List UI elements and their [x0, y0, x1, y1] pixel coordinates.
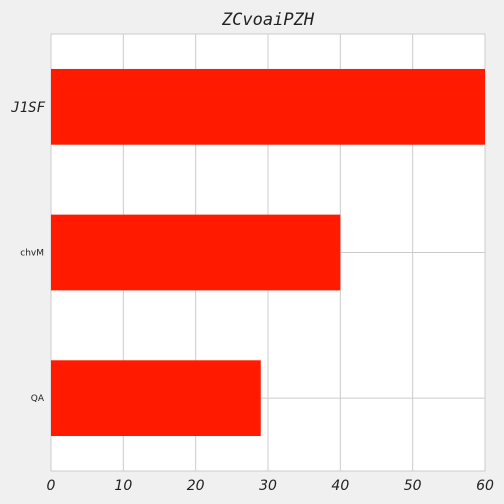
x-tick-label: 0 [47, 478, 56, 494]
bar-QA [51, 360, 261, 437]
y-tick-label: chvM [20, 249, 44, 259]
chart-title: ZCvoaiPZH [221, 10, 315, 30]
x-tick-label: 30 [259, 478, 277, 494]
bar-J1SF [51, 68, 485, 145]
x-tick-label: 50 [404, 478, 422, 494]
x-tick-label: 20 [187, 478, 205, 494]
y-tick-label: J1SF [10, 100, 45, 116]
y-tick-label: QA [31, 394, 45, 404]
x-tick-label: 60 [476, 478, 494, 494]
bar-chvM [51, 214, 341, 291]
x-axis-ticks: 0 10 20 30 40 50 60 [47, 478, 494, 494]
y-axis-ticks: J1SF chvM QA [10, 100, 45, 404]
x-tick-label: 10 [114, 478, 132, 494]
bars [51, 68, 485, 437]
x-tick-label: 40 [331, 478, 349, 494]
